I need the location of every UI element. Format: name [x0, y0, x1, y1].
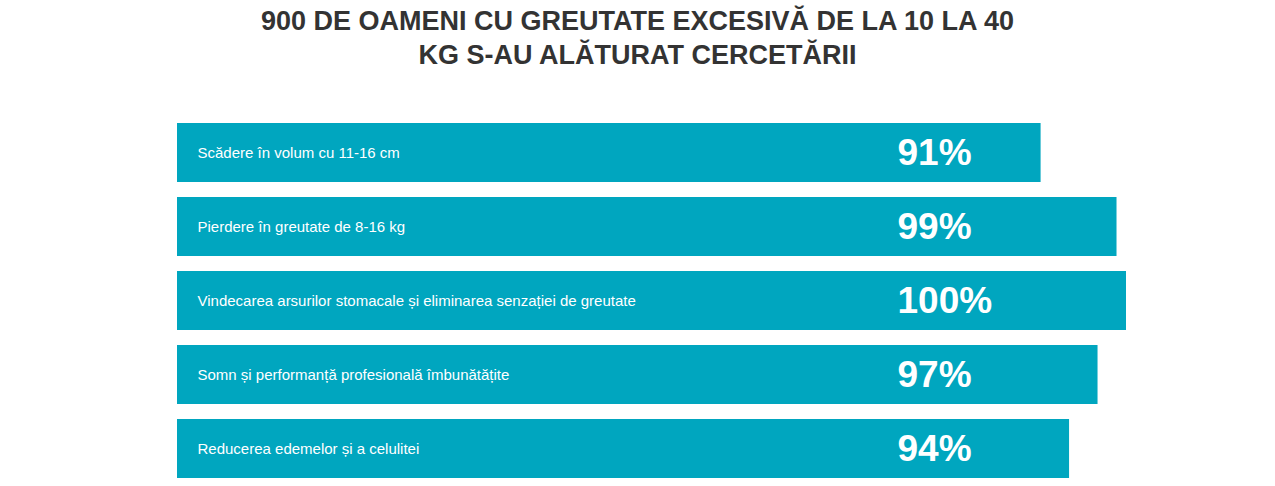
svg-text:100%: 100%	[898, 280, 993, 321]
svg-text:Somn și performanță profesiona: Somn și performanță profesională îmbunăt…	[198, 366, 510, 383]
svg-text:Pierdere în greutate de 8-16 k: Pierdere în greutate de 8-16 kg	[198, 218, 406, 235]
svg-text:Reducerea edemelor și a celuli: Reducerea edemelor și a celulitei	[198, 440, 420, 457]
svg-text:99%: 99%	[898, 206, 972, 247]
svg-text:Vindecarea arsurilor stomacale: Vindecarea arsurilor stomacale și elimin…	[198, 292, 636, 309]
svg-text:Scădere în volum cu 11-16 cm: Scădere în volum cu 11-16 cm	[198, 144, 400, 161]
html-text:900 DE OAMENI CU GREUTATE EXCE: 900 DE OAMENI CU GREUTATE EXCESIVĂ DE LA…	[260, 6, 1015, 70]
svg-text:94%: 94%	[898, 428, 972, 469]
svg-text:91%: 91%	[898, 132, 972, 173]
svg-text:97%: 97%	[898, 354, 972, 395]
